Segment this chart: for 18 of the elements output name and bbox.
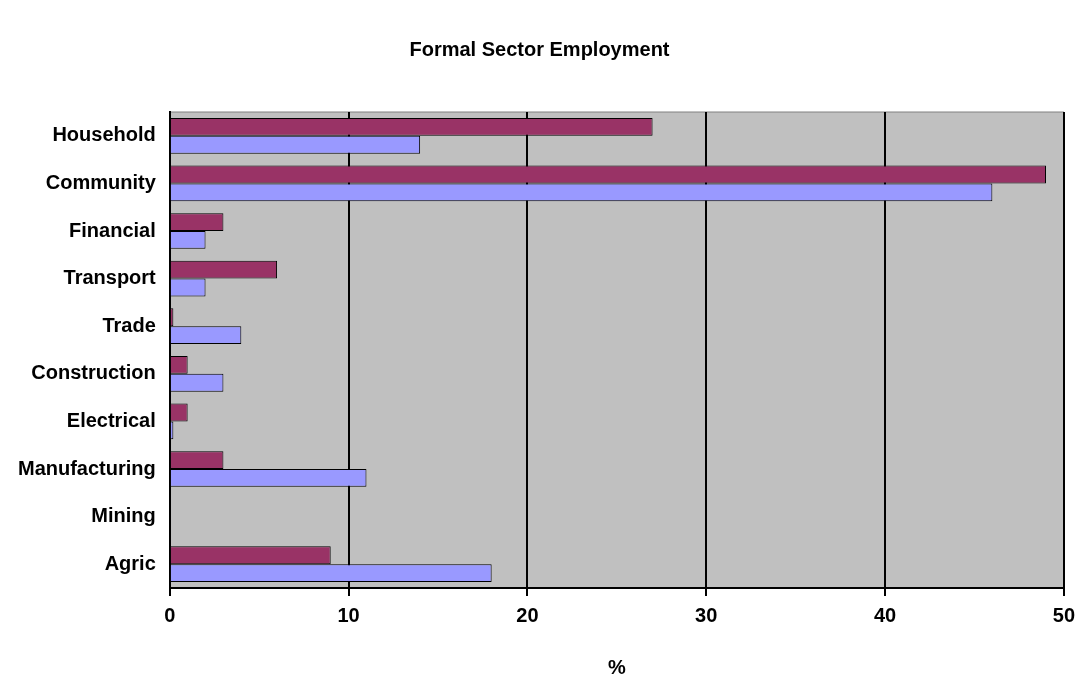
x-tick-label: 40 [873,603,897,626]
y-tick-label: Transport [63,266,157,289]
x-axis-title: % [607,655,626,678]
y-tick-label: Electrical [66,408,156,431]
y-tick-label: Construction [31,361,156,384]
y-tick-label: Household [52,123,156,146]
x-tick-label: 20 [516,603,539,626]
x-tick-label: 10 [337,603,360,626]
y-tick-label: Mining [91,504,156,527]
y-tick-label: Manufacturing [17,456,156,479]
y-tick-label: Agric [104,551,156,574]
x-tick-label: 0 [164,603,176,626]
chart-title: Formal Sector Employment [409,37,670,60]
y-tick-label: Community [45,170,157,193]
x-tick-label: 50 [1052,603,1075,626]
y-tick-label: Financial [69,218,156,241]
y-tick-label: Trade [102,313,156,336]
x-tick-label: 30 [695,603,718,626]
